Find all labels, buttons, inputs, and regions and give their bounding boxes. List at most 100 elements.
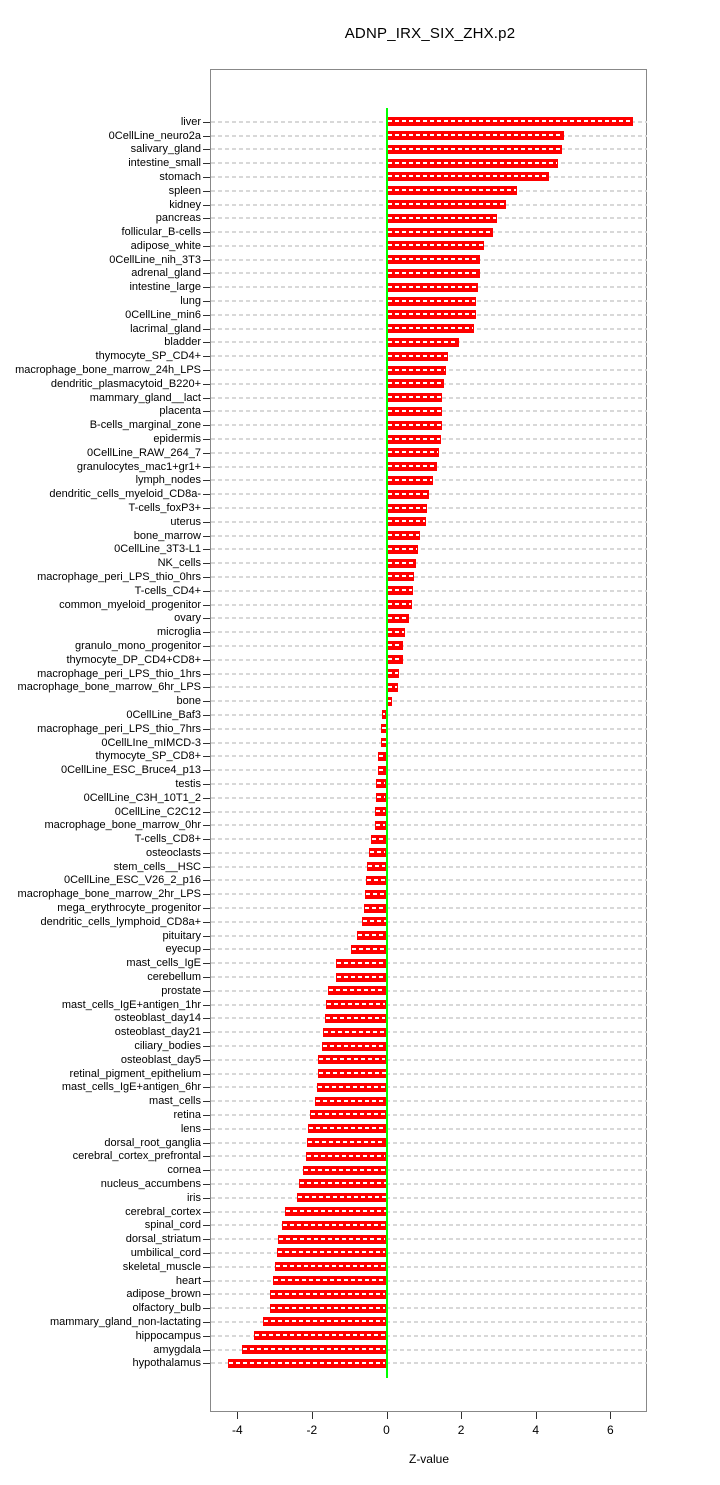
category-label: thymocyte_DP_CD4+CD8+ [66, 653, 201, 666]
y-axis-tick [203, 797, 210, 799]
row-gridline [211, 1320, 647, 1323]
bar [323, 1027, 387, 1037]
row-gridline [211, 1238, 647, 1241]
row-gridline [211, 976, 647, 978]
row-gridline [211, 838, 647, 840]
category-label: intestine_small [128, 157, 201, 170]
y-axis-tick [203, 1197, 210, 1199]
bar-hatch [387, 603, 411, 605]
bar [386, 669, 399, 678]
bar-hatch [387, 175, 548, 178]
bar-hatch [308, 1127, 386, 1130]
bar-hatch [364, 906, 386, 909]
y-axis-tick [203, 990, 210, 992]
bar [386, 131, 564, 140]
x-axis-tick [386, 1412, 388, 1419]
bar [375, 793, 387, 803]
y-axis-tick [203, 1363, 210, 1365]
bar-hatch [326, 1016, 386, 1019]
y-axis-tick [203, 218, 210, 220]
bar [262, 1317, 387, 1327]
y-axis-tick [203, 825, 210, 827]
y-axis-tick [203, 549, 210, 551]
bar [370, 834, 387, 844]
category-label: mega_erythrocyte_progenitor [57, 902, 201, 914]
category-label: mast_cells [149, 1095, 201, 1108]
bar-hatch [263, 1320, 386, 1323]
y-axis-tick [203, 783, 210, 785]
bar-hatch [326, 1003, 386, 1006]
x-axis-tick [237, 1412, 239, 1419]
bar [386, 586, 413, 596]
bar-hatch [387, 534, 420, 537]
row-gridline [211, 1003, 647, 1006]
category-label: cerebral_cortex [125, 1205, 201, 1218]
row-gridline [211, 962, 647, 965]
y-axis-tick [203, 245, 210, 247]
bar-hatch [387, 685, 397, 688]
bar [386, 144, 562, 154]
bar-hatch [387, 340, 459, 343]
y-axis-tick [203, 273, 210, 275]
row-gridline [211, 1058, 647, 1061]
row-gridline [211, 755, 647, 758]
category-label: T-cells_foxP3+ [128, 502, 201, 514]
y-axis-tick [203, 342, 210, 344]
category-label: spinal_cord [144, 1219, 201, 1232]
y-axis-tick [203, 811, 210, 813]
bar [350, 944, 387, 954]
row-gridline [211, 672, 647, 675]
bar [386, 600, 412, 609]
category-label: 0CellLine_RAW_264_7 [87, 446, 201, 459]
row-gridline [211, 1334, 647, 1337]
category-label: ciliary_bodies [134, 1040, 201, 1052]
category-label: T-cells_CD4+ [134, 584, 201, 597]
bar-hatch [328, 989, 386, 992]
bar-hatch [387, 161, 558, 164]
bar [386, 117, 633, 127]
bar [269, 1303, 387, 1313]
bar-hatch [387, 423, 441, 426]
bar [386, 268, 480, 278]
row-gridline [211, 1307, 647, 1310]
bar-hatch [387, 354, 447, 357]
category-label: thymocyte_SP_CD8+ [95, 750, 201, 763]
bar-hatch [229, 1361, 386, 1364]
row-gridline [211, 1182, 647, 1185]
y-axis-tick [203, 508, 210, 509]
bar [364, 889, 387, 899]
bar [386, 406, 443, 416]
bar-hatch [351, 947, 386, 950]
x-axis-tick [311, 1412, 313, 1419]
bar [357, 931, 387, 941]
bar [273, 1276, 387, 1285]
bar-hatch [387, 189, 516, 192]
bar [386, 434, 441, 444]
bar [386, 627, 406, 637]
bar [380, 724, 387, 734]
bar [386, 517, 426, 527]
category-label: amygdala [153, 1343, 201, 1356]
bar-hatch [279, 1237, 386, 1240]
row-gridline [211, 810, 647, 813]
category-label: liver [180, 115, 201, 128]
bar-hatch [316, 1099, 386, 1102]
bar-hatch [278, 1251, 386, 1254]
y-axis-tick [203, 1018, 210, 1020]
row-gridline [211, 1141, 647, 1144]
bar [302, 1165, 387, 1175]
bar [378, 765, 387, 775]
y-axis-tick [203, 149, 210, 151]
category-label: eyecup [165, 943, 201, 956]
y-axis-tick [203, 604, 210, 606]
category-label: hypothalamus [132, 1357, 202, 1370]
y-axis-tick [203, 714, 210, 716]
y-axis-tick [203, 756, 210, 758]
y-axis-tick [203, 949, 210, 951]
category-label: osteoblast_day5 [120, 1053, 201, 1066]
bar-hatch [270, 1306, 386, 1309]
category-label: cornea [167, 1164, 201, 1177]
bar-hatch [371, 837, 386, 840]
row-gridline [211, 1251, 647, 1254]
bar-hatch [387, 327, 474, 330]
